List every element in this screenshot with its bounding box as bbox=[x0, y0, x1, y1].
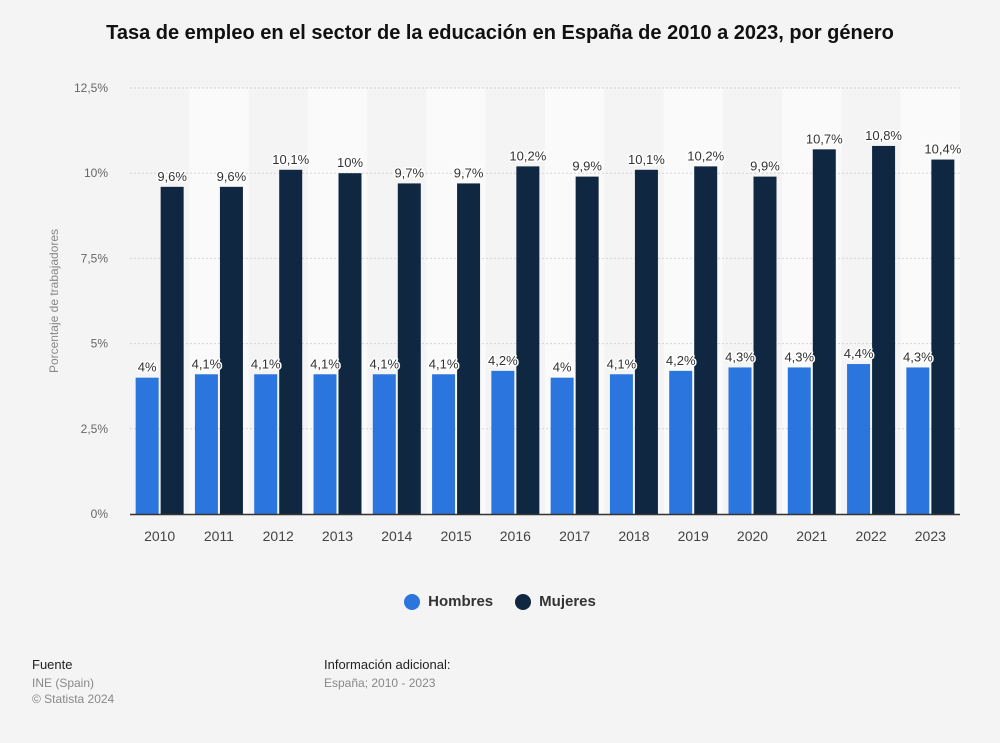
data-label: 4,1% bbox=[251, 356, 281, 371]
bar-hombres[interactable] bbox=[432, 374, 456, 514]
x-tick-label: 2012 bbox=[263, 528, 294, 544]
x-tick-label: 2016 bbox=[500, 528, 531, 544]
y-tick-label: 5% bbox=[91, 337, 109, 351]
legend-label-mujeres: Mujeres bbox=[539, 593, 596, 610]
bar-mujeres[interactable] bbox=[634, 169, 658, 515]
data-label: 4,3% bbox=[903, 349, 933, 364]
data-label: 4,1% bbox=[429, 356, 459, 371]
data-label: 10,1% bbox=[272, 152, 309, 167]
data-label: 4,2% bbox=[488, 353, 518, 368]
bar-hombres[interactable] bbox=[609, 374, 633, 514]
data-label: 10,1% bbox=[628, 152, 665, 167]
data-label: 4,2% bbox=[666, 353, 696, 368]
bar-mujeres[interactable] bbox=[931, 159, 955, 514]
data-label: 10% bbox=[337, 155, 363, 170]
data-label: 4,1% bbox=[310, 356, 340, 371]
data-label: 9,7% bbox=[454, 165, 484, 180]
data-label: 4,4% bbox=[844, 346, 874, 361]
bar-mujeres[interactable] bbox=[160, 186, 184, 514]
bar-hombres[interactable] bbox=[550, 377, 574, 514]
y-tick-label: 10% bbox=[84, 166, 108, 180]
bar-hombres[interactable] bbox=[728, 367, 752, 514]
info-line: España; 2010 - 2023 bbox=[324, 676, 436, 690]
source-heading: Fuente bbox=[32, 657, 73, 672]
legend-item-hombres[interactable]: Hombres bbox=[404, 593, 493, 610]
bar-mujeres[interactable] bbox=[694, 166, 718, 514]
legend-label-hombres: Hombres bbox=[428, 593, 494, 610]
x-tick-label: 2015 bbox=[440, 528, 471, 544]
x-tick-label: 2014 bbox=[381, 528, 412, 544]
x-tick-label: 2019 bbox=[678, 528, 709, 544]
bar-hombres[interactable] bbox=[194, 374, 218, 514]
data-label: 4% bbox=[553, 360, 572, 375]
x-axis-labels: 2010 2011 2012 2013 2014 2015 2016 2017 2018 2019… bbox=[144, 528, 946, 544]
bar-mujeres[interactable] bbox=[812, 149, 836, 514]
bar-hombres[interactable] bbox=[491, 370, 515, 514]
bar-mujeres[interactable] bbox=[338, 173, 362, 514]
y-tick-label: 12,5% bbox=[74, 81, 108, 95]
bar-mujeres[interactable] bbox=[575, 176, 599, 514]
source-block: Fuente INE (Spain) © Statista 2024 bbox=[32, 657, 114, 707]
legend-item-mujeres[interactable]: Mujeres bbox=[515, 593, 596, 610]
x-tick-label: 2013 bbox=[322, 528, 353, 544]
source-line[interactable]: INE (Spain) bbox=[32, 676, 95, 690]
copyright-line: © Statista 2024 bbox=[32, 692, 115, 706]
chart-title: Tasa de empleo en el sector de la educac… bbox=[106, 22, 894, 44]
x-tick-label: 2021 bbox=[796, 528, 827, 544]
data-label: 9,6% bbox=[157, 169, 187, 184]
bar-mujeres[interactable] bbox=[219, 186, 243, 514]
bar-hombres[interactable] bbox=[787, 367, 811, 514]
y-tick-label: 2,5% bbox=[81, 422, 109, 436]
y-axis-label: Porcentaje de trabajadores bbox=[47, 229, 61, 373]
info-block: Información adicional: España; 2010 - 20… bbox=[324, 657, 450, 691]
x-tick-label: 2011 bbox=[204, 528, 234, 544]
data-label: 10,2% bbox=[509, 148, 546, 163]
bar-mujeres[interactable] bbox=[516, 166, 540, 514]
data-label: 4,3% bbox=[784, 349, 814, 364]
data-label: 4,1% bbox=[192, 356, 222, 371]
bars bbox=[135, 145, 955, 515]
x-tick-label: 2018 bbox=[618, 528, 649, 544]
bar-hombres[interactable] bbox=[135, 377, 159, 514]
data-label: 9,7% bbox=[394, 165, 424, 180]
bar-mujeres[interactable] bbox=[872, 145, 896, 514]
data-label: 4% bbox=[138, 360, 157, 375]
x-tick-label: 2023 bbox=[915, 528, 946, 544]
y-axis-ticks: 0% 2,5% 5% 7,5% 10% 12,5% bbox=[74, 81, 108, 521]
data-label: 10,4% bbox=[924, 142, 961, 157]
data-label: 10,2% bbox=[687, 148, 724, 163]
bar-hombres[interactable] bbox=[372, 374, 396, 514]
y-tick-label: 7,5% bbox=[81, 251, 109, 265]
data-label: 10,8% bbox=[865, 128, 902, 143]
legend: Hombres Mujeres bbox=[0, 593, 1000, 610]
bar-mujeres[interactable] bbox=[753, 176, 777, 514]
legend-dot-mujeres-icon bbox=[515, 593, 532, 610]
x-tick-label: 2017 bbox=[559, 528, 590, 544]
bar-hombres[interactable] bbox=[669, 370, 693, 514]
bar-mujeres[interactable] bbox=[457, 183, 481, 514]
data-label: 4,1% bbox=[369, 356, 399, 371]
x-tick-label: 2022 bbox=[855, 528, 886, 544]
data-label: 10,7% bbox=[806, 131, 843, 146]
bar-hombres[interactable] bbox=[313, 374, 337, 514]
data-label: 4,1% bbox=[607, 356, 637, 371]
bar-hombres[interactable] bbox=[906, 367, 930, 514]
data-label: 9,9% bbox=[572, 159, 602, 174]
legend-dot-hombres-icon bbox=[404, 593, 421, 610]
bar-hombres[interactable] bbox=[254, 374, 278, 514]
data-label: 9,6% bbox=[217, 169, 247, 184]
data-label: 4,3% bbox=[725, 349, 755, 364]
data-labels: 4% 9,6% 4,1% 9,6% 4,1% 10,1% 4,1% 10% 4,1% 9,7% 4,… bbox=[136, 126, 963, 376]
y-tick-label: 0% bbox=[91, 507, 109, 521]
bar-hombres[interactable] bbox=[847, 364, 871, 514]
info-heading[interactable]: Información adicional: bbox=[324, 657, 451, 672]
x-tick-label: 2020 bbox=[737, 528, 768, 544]
data-label: 9,9% bbox=[750, 159, 780, 174]
x-tick-label: 2010 bbox=[144, 528, 175, 544]
bar-mujeres[interactable] bbox=[397, 183, 421, 514]
bar-mujeres[interactable] bbox=[279, 169, 303, 515]
